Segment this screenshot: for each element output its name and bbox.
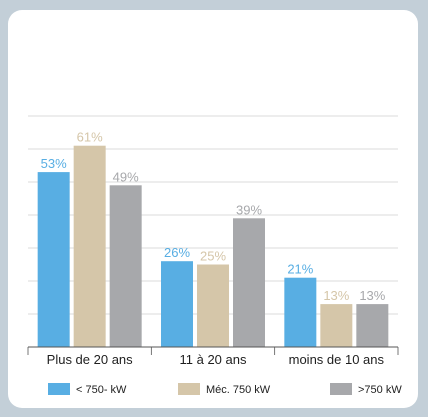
data-label: 25% [200,249,226,264]
chart-card: 53% 61% 49% 26% 25% 39% 21% 13% 13% Plus de 20 a… [8,10,418,408]
data-labels: 53% 61% 49% 26% 25% 39% 21% 13% 13% [41,130,386,303]
data-label: 53% [41,156,67,171]
bar [356,304,389,347]
data-label: 61% [77,130,103,145]
bars [37,145,389,347]
legend-label: >750 kW [358,384,402,396]
data-label: 21% [287,262,313,277]
x-tick-label: moins de 10 ans [289,352,385,367]
bar [320,304,353,347]
bar [37,172,70,347]
legend-swatch [178,383,200,395]
data-label: 13% [359,288,385,303]
bar [73,145,106,347]
x-axis: Plus de 20 ans 11 à 20 ans moins de 10 ans [27,346,399,367]
bar [161,261,193,347]
legend-swatch [330,383,352,395]
x-tick-label: Plus de 20 ans [47,352,134,367]
legend-swatch [48,383,70,395]
legend: < 750- kW Méc. 750 kW >750 kW [48,383,402,396]
bar [197,264,229,347]
bar [109,185,142,347]
bar [233,218,265,347]
legend-label: < 750- kW [76,384,127,396]
x-tick-label: 11 à 20 ans [180,352,247,367]
data-label: 26% [164,245,190,260]
bar [284,277,317,347]
bar-chart: 53% 61% 49% 26% 25% 39% 21% 13% 13% Plus de 20 a… [27,115,402,396]
data-label: 39% [236,202,262,217]
data-label: 49% [113,169,139,184]
data-label: 13% [323,288,349,303]
legend-label: Méc. 750 kW [206,384,271,396]
